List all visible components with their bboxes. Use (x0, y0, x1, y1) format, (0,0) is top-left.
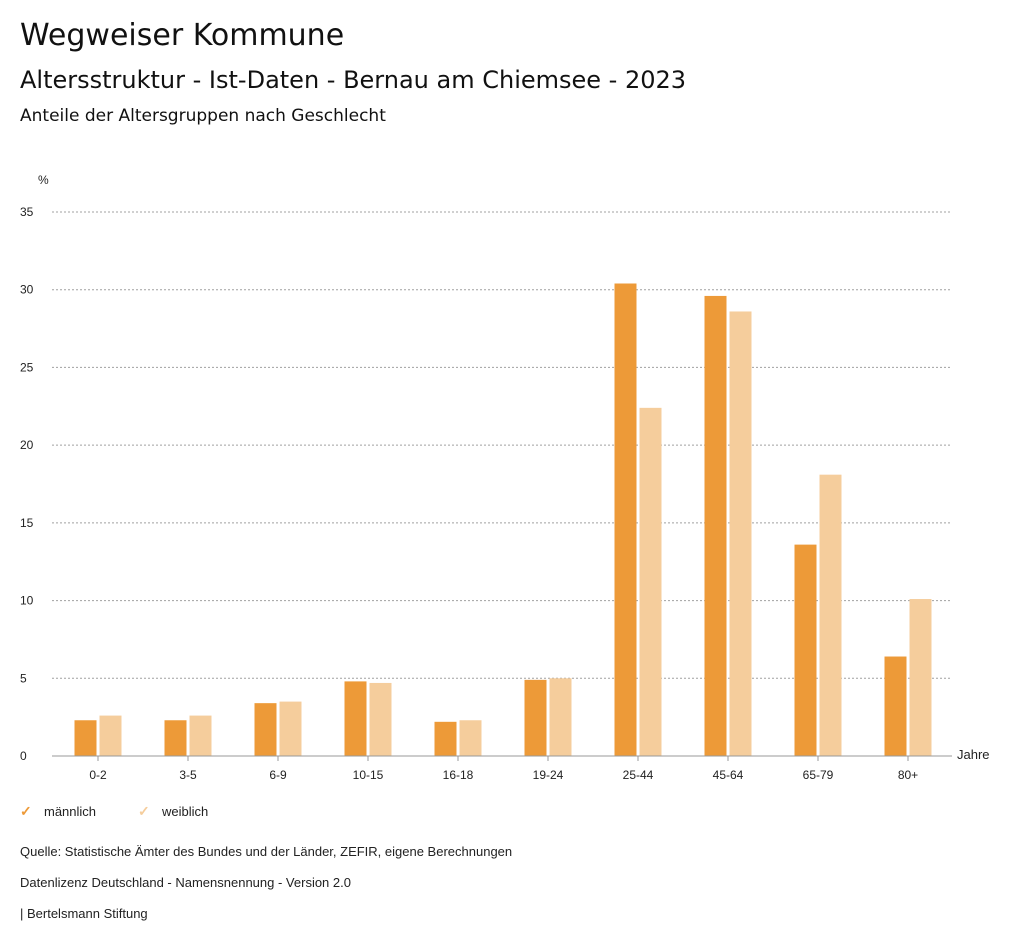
x-axis-ticks: 0-2 3-5 6-9 10-15 16-18 19-24 25-44 45-64 65-79 8… (89, 756, 918, 782)
y-tick-label: 5 (20, 671, 27, 685)
x-tick-label: 19-24 (533, 768, 564, 782)
bar-weiblich-45-64[interactable] (729, 311, 752, 756)
chart-subtitle: Altersstruktur - Ist-Daten - Bernau am C… (20, 66, 687, 94)
bar-weiblich-80+[interactable] (909, 599, 932, 756)
y-axis-ticks: 0 5 10 15 20 25 30 35 (20, 205, 34, 763)
x-tick-label: 45-64 (713, 768, 744, 782)
x-tick-label: 0-2 (89, 768, 107, 782)
x-tick-label: 3-5 (179, 768, 197, 782)
bar-maennlich-6-9[interactable] (254, 703, 277, 756)
y-tick-label: 10 (20, 594, 34, 608)
legend-label-weiblich: weiblich (162, 804, 209, 819)
y-tick-label: 20 (20, 438, 34, 452)
x-tick-label: 65-79 (803, 768, 834, 782)
x-tick-label: 16-18 (443, 768, 474, 782)
chart-description: Anteile der Altersgruppen nach Geschlech… (20, 106, 386, 126)
bar-maennlich-80+[interactable] (884, 656, 907, 756)
bar-weiblich-65-79[interactable] (819, 474, 842, 756)
bar-maennlich-10-15[interactable] (344, 681, 367, 756)
bar-weiblich-16-18[interactable] (459, 720, 482, 756)
page-title: Wegweiser Kommune (20, 18, 345, 53)
y-tick-label: 0 (20, 749, 27, 763)
bar-weiblich-3-5[interactable] (189, 715, 212, 756)
license-note: Datenlizenz Deutschland - Namensnennung … (20, 875, 351, 890)
legend-label-maennlich: männlich (44, 804, 97, 819)
bar-weiblich-10-15[interactable] (369, 682, 392, 756)
x-tick-label: 25-44 (623, 768, 654, 782)
x-tick-label: 6-9 (269, 768, 287, 782)
y-tick-label: 30 (20, 283, 34, 297)
source-note: Quelle: Statistische Ämter des Bundes un… (20, 844, 513, 859)
bar-maennlich-16-18[interactable] (434, 721, 457, 756)
bar-maennlich-45-64[interactable] (704, 295, 727, 756)
y-tick-label: 25 (20, 360, 34, 374)
y-tick-label: 15 (20, 516, 34, 530)
x-tick-label: 80+ (898, 768, 918, 782)
check-icon: ✓ (138, 803, 150, 819)
bar-maennlich-19-24[interactable] (524, 679, 547, 756)
check-icon: ✓ (20, 803, 32, 819)
bar-chart: % 0 5 10 15 20 25 30 35 0-2 3-5 6-9 10-15 16-18 19-2… (20, 173, 990, 782)
bar-weiblich-25-44[interactable] (639, 407, 662, 756)
legend-item-weiblich[interactable]: ✓ weiblich (138, 803, 208, 820)
x-tick-label: 10-15 (353, 768, 384, 782)
bar-weiblich-19-24[interactable] (549, 678, 572, 756)
y-tick-label: 35 (20, 205, 34, 219)
x-axis-label: Jahre (957, 747, 990, 762)
bar-maennlich-65-79[interactable] (794, 544, 817, 756)
grid-lines (52, 211, 952, 679)
legend-item-maennlich[interactable]: ✓ männlich (20, 803, 96, 820)
bars (74, 283, 932, 756)
bar-weiblich-6-9[interactable] (279, 701, 302, 756)
y-axis-unit-label: % (38, 173, 49, 187)
bar-maennlich-0-2[interactable] (74, 720, 97, 756)
bar-weiblich-0-2[interactable] (99, 715, 122, 756)
publisher-note: | Bertelsmann Stiftung (20, 906, 148, 921)
bar-maennlich-3-5[interactable] (164, 720, 187, 756)
bar-maennlich-25-44[interactable] (614, 283, 637, 756)
